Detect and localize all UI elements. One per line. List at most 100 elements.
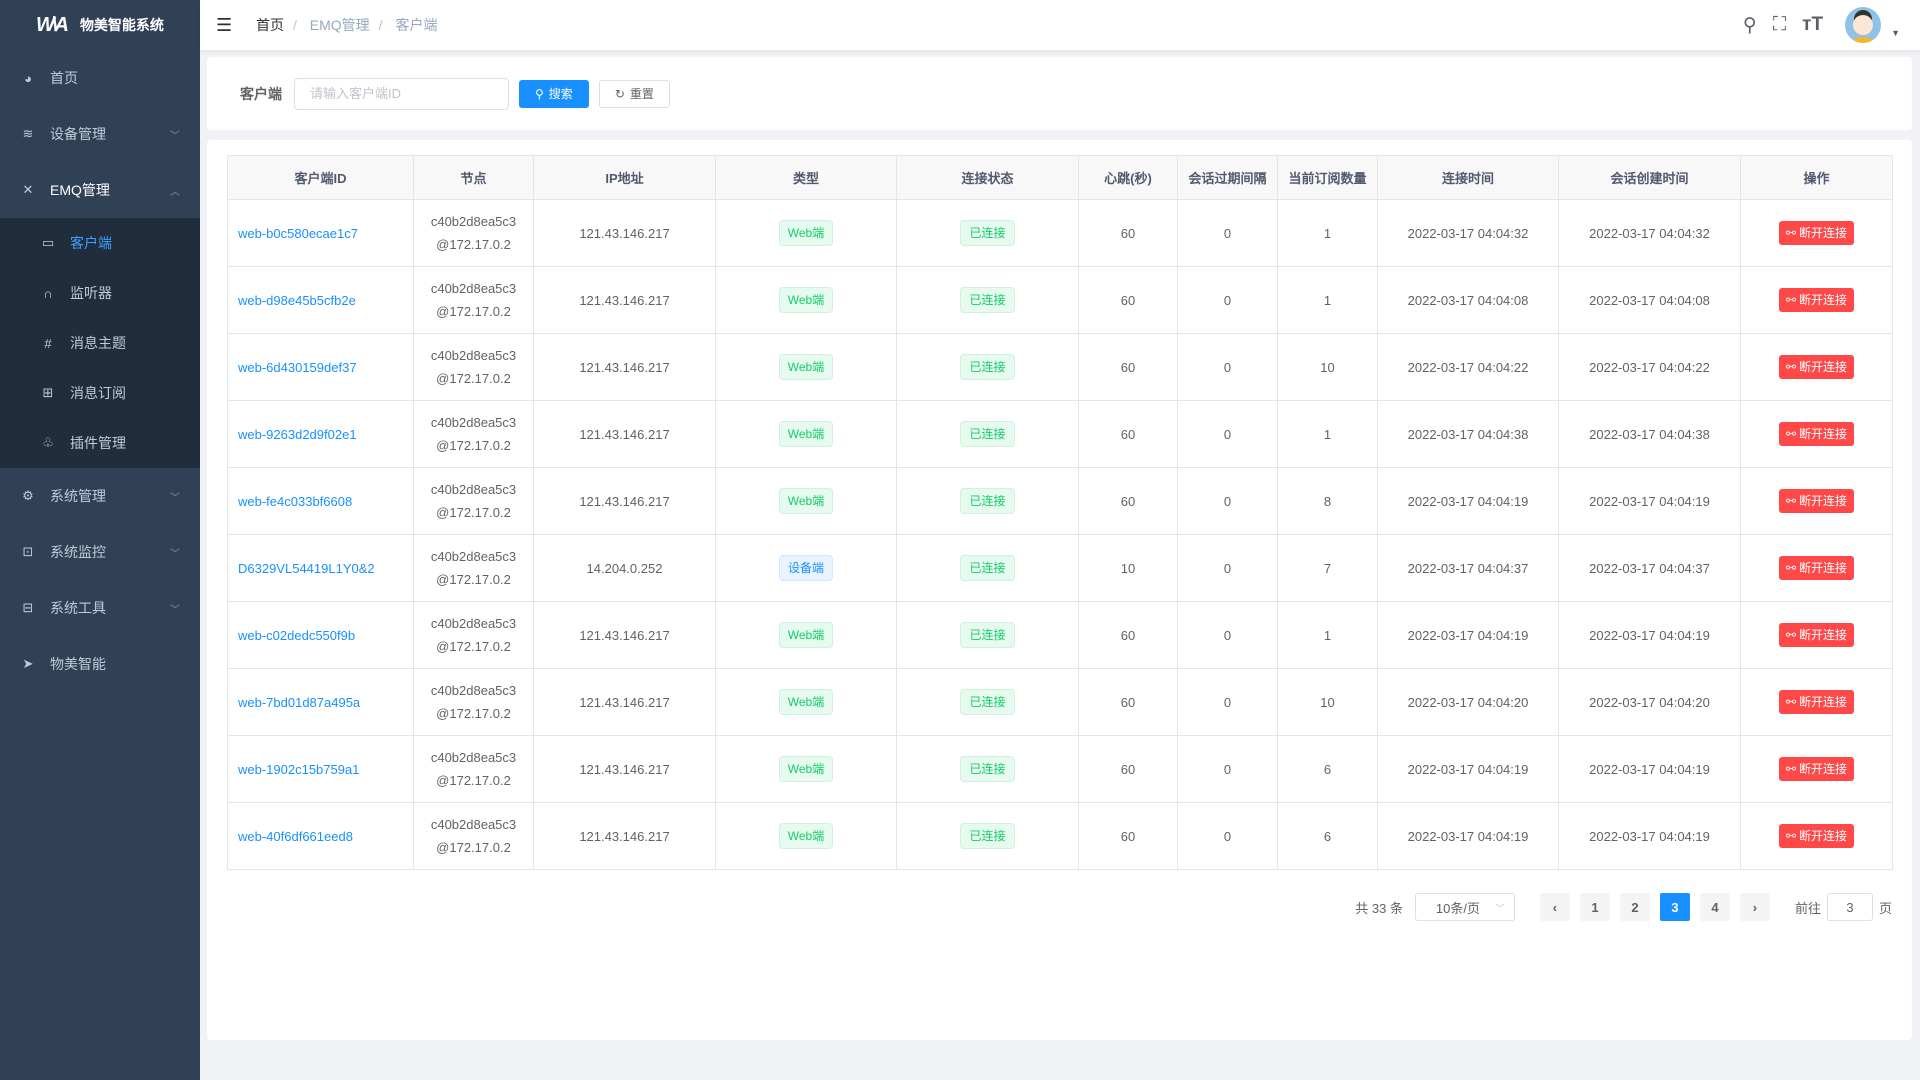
page-size-select[interactable]: 10条/页 ﹀ [1414,893,1515,921]
link-icon: ⚯ [1785,560,1797,575]
type-tag: Web端 [778,622,834,648]
search-icon[interactable]: ⚲ [1742,14,1757,36]
disconnect-button[interactable]: ⚯ 断开连接 [1778,288,1855,313]
client-id-link[interactable]: web-9263d2d9f02e1 [227,400,414,468]
app-title: 物美智能系统 [79,17,164,33]
client-id-input[interactable] [294,77,509,110]
dashboard-icon: ◕ [24,70,32,86]
table-row: web-b0c580ecae1c7 c40b2d8ea5c3 @172.17.0.… [227,199,1893,267]
table-row: web-7bd01d87a495a c40b2d8ea5c3 @172.17.0.… [227,668,1893,736]
keepalive-cell: 60 [1078,601,1178,669]
type-cell: 设备端 [715,534,897,602]
status-cell: 已连接 [896,802,1079,870]
status-cell: 已连接 [896,199,1079,267]
sidebar-item-emq[interactable]: ✕ EMQ管理 ︿ [0,162,200,218]
font-size-icon[interactable]: тT [1802,14,1824,35]
client-id-link[interactable]: web-1902c15b759a1 [227,735,414,803]
disconnect-button[interactable]: ⚯ 断开连接 [1778,489,1855,514]
expiry-cell: 0 [1177,400,1278,468]
ip-cell: 14.204.0.252 [533,534,716,602]
submenu-item-listeners[interactable]: ∩ 监听器 [0,268,200,318]
submenu-item-topics[interactable]: # 消息主题 [0,318,200,368]
page-button[interactable]: 1 [1579,893,1610,921]
keepalive-cell: 60 [1078,199,1178,267]
prev-page-button[interactable]: ‹ [1539,893,1570,921]
disconnect-button[interactable]: ⚯ 断开连接 [1778,556,1855,581]
client-id-link[interactable]: web-40f6df661eed8 [227,802,414,870]
total-count: 共 33 条 [1355,900,1403,916]
fullscreen-icon[interactable]: ⛶ [1772,14,1787,35]
submenu-item-subscriptions[interactable]: ⊞ 消息订阅 [0,368,200,418]
status-cell: 已连接 [896,400,1079,468]
monitor-icon: ⊡ [22,544,34,559]
caret-down-icon[interactable]: ▼ [1891,28,1900,38]
client-label: 客户端 [240,85,282,102]
clients-table: 客户端ID 节点 IP地址 类型 连接状态 心跳(秒) 会话过期间隔 当前订阅数量 连接时间 会话… [227,155,1893,870]
goto-page-input[interactable] [1826,893,1873,921]
disconnect-button[interactable]: ⚯ 断开连接 [1778,221,1855,246]
subscriptions-cell: 10 [1277,668,1378,736]
subscriptions-cell: 7 [1277,534,1378,602]
main-area: ☰ 首页/ EMQ管理/ 客户端 ⚲ ⛶ тT ▼ 客户端 ⚲搜索 ↻重置 客户… [200,0,1920,1080]
status-badge: 已连接 [960,622,1015,648]
sidebar-item-home[interactable]: ◕ 首页 [0,50,200,106]
type-tag: Web端 [778,823,834,849]
puzzle-icon: ♧ [42,435,54,450]
type-tag: Web端 [778,756,834,782]
next-page-button[interactable]: › [1739,893,1770,921]
keepalive-cell: 60 [1078,668,1178,736]
client-id-link[interactable]: web-b0c580ecae1c7 [227,199,414,267]
ip-cell: 121.43.146.217 [533,467,716,535]
refresh-icon: ↻ [614,86,625,101]
sidebar-item-devices[interactable]: ≋ 设备管理 ﹀ [0,106,200,162]
connected-at-cell: 2022-03-17 04:04:19 [1377,467,1559,535]
disconnect-button[interactable]: ⚯ 断开连接 [1778,757,1855,782]
ip-cell: 121.43.146.217 [533,266,716,334]
client-id-link[interactable]: D6329VL54419L1Y0&2 [227,534,414,602]
reset-button[interactable]: ↻ 重置 [598,79,670,108]
status-cell: 已连接 [896,735,1079,803]
sidebar-item-wumei[interactable]: ➤ 物美智能 [0,636,200,692]
app-logo[interactable]: W\A 物美智能系统 [0,0,200,50]
type-tag: Web端 [778,220,834,246]
disconnect-button[interactable]: ⚯ 断开连接 [1778,422,1855,447]
search-button[interactable]: ⚲ 搜索 [519,79,589,108]
client-id-link[interactable]: web-6d430159def37 [227,333,414,401]
link-icon: ⚯ [1785,627,1797,642]
page-button[interactable]: 3 [1659,893,1690,921]
search-icon: ⚲ [535,86,544,101]
created-at-cell: 2022-03-17 04:04:19 [1558,802,1741,870]
type-cell: Web端 [715,199,897,267]
type-cell: Web端 [715,266,897,334]
chevron-down-icon: ﹀ [170,130,180,142]
client-id-link[interactable]: web-c02dedc550f9b [227,601,414,669]
disconnect-button[interactable]: ⚯ 断开连接 [1778,690,1855,715]
expiry-cell: 0 [1177,601,1278,669]
disconnect-button[interactable]: ⚯ 断开连接 [1778,824,1855,849]
type-tag: Web端 [778,689,834,715]
breadcrumb-home[interactable]: 首页 [256,17,284,33]
action-cell: ⚯ 断开连接 [1740,467,1893,535]
hamburger-icon[interactable]: ☰ [216,14,233,35]
column-header: 客户端ID [227,155,414,200]
status-badge: 已连接 [960,220,1015,246]
sidebar-item-tools[interactable]: ⊟ 系统工具 ﹀ [0,580,200,636]
avatar[interactable] [1845,7,1882,43]
page-button[interactable]: 2 [1619,893,1650,921]
type-cell: Web端 [715,467,897,535]
search-form: 客户端 ⚲搜索 ↻重置 [207,57,1912,130]
client-id-link[interactable]: web-7bd01d87a495a [227,668,414,736]
layers-icon: ≋ [22,126,34,141]
client-id-link[interactable]: web-fe4c033bf6608 [227,467,414,535]
ip-cell: 121.43.146.217 [533,400,716,468]
page-button[interactable]: 4 [1699,893,1730,921]
disconnect-button[interactable]: ⚯ 断开连接 [1778,623,1855,648]
submenu-item-clients[interactable]: ▭ 客户端 [41,235,112,251]
created-at-cell: 2022-03-17 04:04:22 [1558,333,1741,401]
client-id-link[interactable]: web-d98e45b5cfb2e [227,266,414,334]
submenu-item-plugins[interactable]: ♧ 插件管理 [0,418,200,468]
connected-at-cell: 2022-03-17 04:04:32 [1377,199,1559,267]
sidebar-item-system[interactable]: ⚙ 系统管理 ﹀ [0,468,200,524]
disconnect-button[interactable]: ⚯ 断开连接 [1778,355,1855,380]
sidebar-item-monitor[interactable]: ⊡ 系统监控 ﹀ [0,524,200,580]
